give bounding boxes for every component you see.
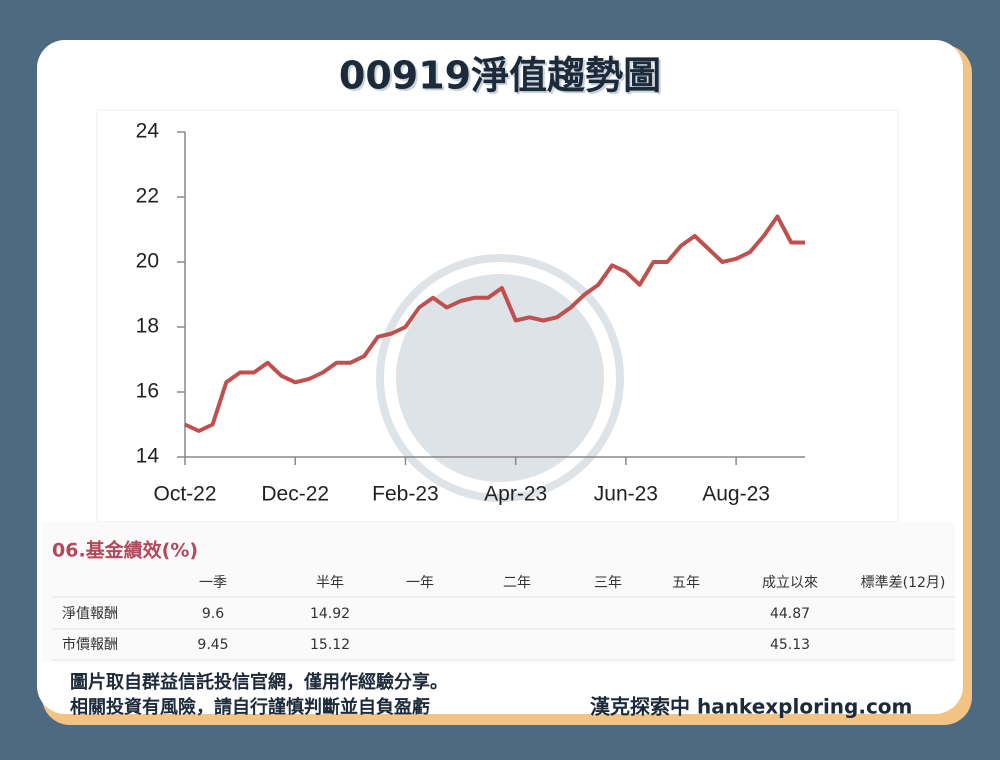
table-cell: 45.13	[770, 637, 810, 653]
x-tick-label: Dec-22	[261, 483, 329, 506]
y-tick-label: 24	[136, 120, 160, 143]
table-cell: 44.87	[770, 606, 810, 622]
column-header: 成立以來	[762, 575, 818, 591]
x-tick-label: Oct-22	[153, 483, 216, 506]
column-header: 五年	[672, 575, 700, 591]
watermark-disc	[396, 274, 604, 482]
plot: 14 16 18 20 22 24 Oct-22 Dec-22 Feb-23 Apr-23 Jun-…	[136, 120, 805, 506]
row-label: 市價報酬	[62, 636, 118, 653]
x-tick-label: Jun-23	[594, 483, 658, 506]
column-header: 一年	[406, 575, 434, 591]
row-label: 淨值報酬	[62, 606, 118, 622]
table-cell: 9.6	[202, 606, 224, 622]
column-header: 標準差(12月)	[861, 575, 946, 591]
column-header: 一季	[199, 575, 227, 591]
table: 06.基金績效(%)一季 半年 一年 二年 三年 五年 成立以來 標準差(12月) 淨值報酬 9.…	[52, 539, 955, 661]
x-tick-label: Feb-23	[372, 483, 439, 506]
x-tick-label: Apr-23	[484, 483, 547, 506]
column-header: 半年	[316, 575, 344, 591]
table-title: 06.基金績效(%)	[52, 539, 198, 562]
y-tick-label: 22	[136, 185, 159, 208]
column-header: 三年	[594, 575, 622, 591]
y-tick-label: 18	[136, 315, 159, 338]
footer: 圖片取自群益信託投信官網，僅用作經驗分享。相關投資有風險，請自行謹慎判斷並自負盈…	[70, 671, 912, 719]
x-tick-label: Aug-23	[702, 483, 770, 506]
watermark	[376, 254, 624, 502]
footer-note: 相關投資有風險，請自行謹慎判斷並自負盈虧	[70, 696, 430, 718]
table-cell: 14.92	[310, 606, 350, 622]
watermark-ring	[376, 254, 624, 502]
title: 00919淨值趨勢圖	[339, 54, 661, 98]
table-cell: 9.45	[197, 637, 228, 653]
y-tick-label: 16	[136, 380, 159, 403]
y-tick-label: 14	[136, 445, 160, 468]
title-shadow: 00919淨值趨勢圖	[341, 56, 663, 100]
footer-credit: 漢克探索中 hankexploring.com	[590, 695, 912, 719]
table-cell: 15.12	[310, 637, 350, 653]
footer-note: 圖片取自群益信託投信官網，僅用作經驗分享。	[70, 671, 448, 693]
chart-panel	[96, 109, 899, 523]
y-tick-label: 20	[136, 250, 159, 273]
price-line	[184, 214, 805, 433]
column-header: 二年	[503, 575, 531, 591]
table-panel	[42, 522, 955, 662]
